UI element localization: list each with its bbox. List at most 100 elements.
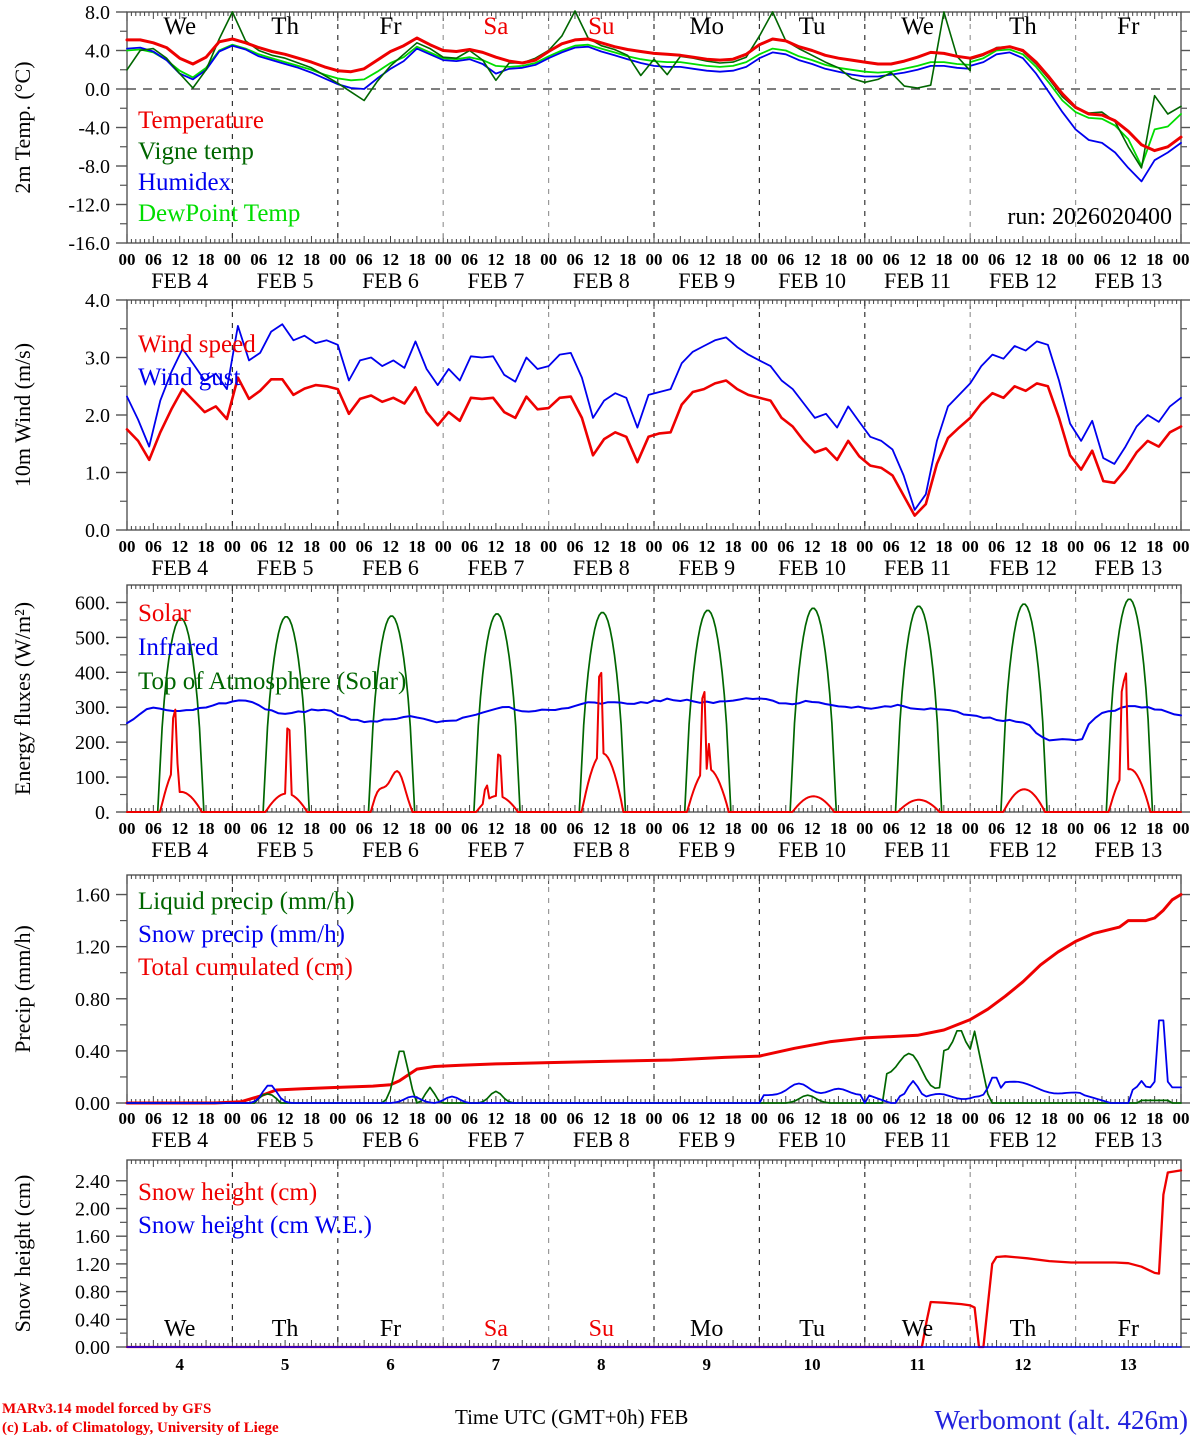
svg-text:400.: 400. <box>75 662 110 684</box>
svg-text:Su: Su <box>589 1316 614 1342</box>
svg-text:-12.0: -12.0 <box>68 195 110 217</box>
svg-text:00: 00 <box>540 1109 557 1128</box>
svg-text:18: 18 <box>408 1109 425 1128</box>
series-snow-height <box>125 1169 1183 1349</box>
svg-text:Snow height (cm): Snow height (cm) <box>138 1179 317 1206</box>
svg-text:06: 06 <box>988 1109 1005 1128</box>
svg-text:06: 06 <box>461 537 478 556</box>
svg-text:12: 12 <box>1120 1109 1137 1128</box>
svg-text:Fr: Fr <box>1118 1316 1139 1342</box>
svg-text:00: 00 <box>856 1109 873 1128</box>
svg-text:18: 18 <box>725 819 742 838</box>
svg-text:0.40: 0.40 <box>75 1309 110 1331</box>
svg-text:12: 12 <box>171 537 188 556</box>
svg-text:18: 18 <box>1041 1109 1058 1128</box>
svg-text:Precip (mm/h): Precip (mm/h) <box>10 925 35 1053</box>
svg-text:00: 00 <box>646 250 663 269</box>
svg-text:600.: 600. <box>75 592 110 614</box>
svg-text:2.00: 2.00 <box>75 1198 110 1220</box>
svg-text:06: 06 <box>777 537 794 556</box>
svg-text:12: 12 <box>593 250 610 269</box>
svg-text:6: 6 <box>386 1355 395 1374</box>
svg-text:7: 7 <box>492 1355 501 1374</box>
svg-text:00: 00 <box>856 819 873 838</box>
svg-text:00: 00 <box>119 1109 136 1128</box>
svg-text:12: 12 <box>382 250 399 269</box>
svg-text:FEB 5: FEB 5 <box>257 1127 314 1150</box>
svg-text:00: 00 <box>435 819 452 838</box>
svg-text:12: 12 <box>382 537 399 556</box>
svg-text:00: 00 <box>646 1109 663 1128</box>
svg-text:18: 18 <box>408 537 425 556</box>
svg-text:18: 18 <box>303 537 320 556</box>
svg-text:FEB 4: FEB 4 <box>151 555 208 575</box>
svg-text:18: 18 <box>303 819 320 838</box>
svg-text:00: 00 <box>435 1109 452 1128</box>
svg-text:1.20: 1.20 <box>75 937 110 959</box>
svg-text:00: 00 <box>751 537 768 556</box>
svg-text:FEB 4: FEB 4 <box>151 1127 208 1150</box>
svg-text:12: 12 <box>909 1109 926 1128</box>
svg-text:06: 06 <box>250 250 267 269</box>
svg-text:06: 06 <box>356 537 373 556</box>
svg-text:06: 06 <box>145 537 162 556</box>
svg-text:06: 06 <box>1093 1109 1110 1128</box>
svg-text:00: 00 <box>540 537 557 556</box>
svg-text:06: 06 <box>566 1109 583 1128</box>
series-total-cumulated <box>125 893 1183 1105</box>
svg-text:00: 00 <box>224 819 241 838</box>
panel-snow-height: 2.40 2.00 1.60 1.20 0.80 0.40 0.00 Snow height … <box>0 1150 1194 1380</box>
svg-text:00: 00 <box>751 1109 768 1128</box>
svg-text:00: 00 <box>646 537 663 556</box>
svg-text:0.0: 0.0 <box>85 79 110 101</box>
svg-text:1.60: 1.60 <box>75 1226 110 1248</box>
svg-text:18: 18 <box>1041 819 1058 838</box>
svg-text:FEB 4: FEB 4 <box>151 837 208 862</box>
svg-text:06: 06 <box>566 250 583 269</box>
svg-text:06: 06 <box>777 1109 794 1128</box>
svg-text:9: 9 <box>702 1355 711 1374</box>
svg-text:06: 06 <box>356 1109 373 1128</box>
svg-text:12: 12 <box>277 250 294 269</box>
svg-text:00: 00 <box>1067 819 1084 838</box>
svg-text:06: 06 <box>461 1109 478 1128</box>
svg-text:12: 12 <box>277 819 294 838</box>
svg-text:Sa: Sa <box>483 13 508 40</box>
svg-text:00: 00 <box>329 819 346 838</box>
svg-text:06: 06 <box>145 250 162 269</box>
svg-text:12: 12 <box>804 819 821 838</box>
svg-text:Top of Atmosphere (Solar): Top of Atmosphere (Solar) <box>138 668 406 695</box>
svg-text:Tu: Tu <box>799 13 826 40</box>
svg-text:FEB 10: FEB 10 <box>778 555 846 575</box>
svg-text:DewPoint Temp: DewPoint Temp <box>138 200 300 227</box>
svg-text:-4.0: -4.0 <box>78 118 110 140</box>
svg-text:06: 06 <box>988 537 1005 556</box>
svg-text:00: 00 <box>751 250 768 269</box>
svg-text:12: 12 <box>698 1109 715 1128</box>
model-credit-line1: MARv3.14 model forced by GFS <box>2 1401 212 1417</box>
svg-text:18: 18 <box>198 1109 215 1128</box>
svg-text:12: 12 <box>277 537 294 556</box>
svg-text:Mo: Mo <box>690 1316 723 1342</box>
svg-text:1.20: 1.20 <box>75 1254 110 1276</box>
svg-text:12: 12 <box>909 250 926 269</box>
svg-text:FEB 10: FEB 10 <box>778 268 846 290</box>
svg-text:Th: Th <box>1010 1316 1037 1342</box>
svg-text:00: 00 <box>435 537 452 556</box>
svg-text:18: 18 <box>514 1109 531 1128</box>
svg-text:Sa: Sa <box>484 1316 508 1342</box>
svg-text:Snow precip (mm/h): Snow precip (mm/h) <box>138 921 345 948</box>
svg-text:06: 06 <box>883 250 900 269</box>
svg-text:18: 18 <box>1146 1109 1163 1128</box>
model-credit: MARv3.14 model forced by GFS (c) Lab. of… <box>2 1400 279 1438</box>
svg-text:0.00: 0.00 <box>75 1337 110 1359</box>
svg-text:200.: 200. <box>75 732 110 754</box>
svg-text:11: 11 <box>909 1355 925 1374</box>
svg-text:FEB 9: FEB 9 <box>678 268 735 290</box>
svg-text:12: 12 <box>804 537 821 556</box>
svg-text:06: 06 <box>356 250 373 269</box>
svg-text:FEB 6: FEB 6 <box>362 555 419 575</box>
svg-text:FEB 9: FEB 9 <box>678 555 735 575</box>
svg-text:1.60: 1.60 <box>75 885 110 907</box>
svg-text:12: 12 <box>1014 1355 1031 1374</box>
